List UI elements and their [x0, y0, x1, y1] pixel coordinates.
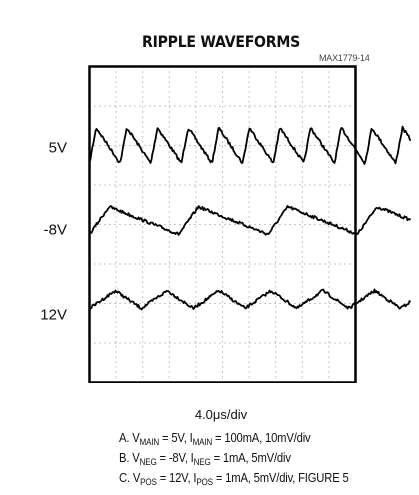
scope-plot [88, 65, 411, 383]
scope-frame [88, 65, 357, 383]
condition-c-vsub: POS [140, 477, 157, 487]
oscilloscope-screen [88, 65, 411, 383]
condition-b-mid: = -8V, I [156, 451, 194, 465]
condition-c-isub: POS [196, 477, 213, 487]
condition-c-prefix: C. V [119, 471, 141, 485]
condition-a-vsub: MAIN [139, 437, 160, 447]
condition-a: A. VMAIN = 5V, IMAIN = 100mA, 10mV/div [119, 431, 311, 447]
condition-c-mid: = 12V, I [156, 471, 197, 485]
condition-b-prefix: B. V [119, 451, 140, 465]
channel-label-b: -8V [43, 221, 67, 239]
waveform-trace-a [88, 125, 411, 165]
waveform-trace-b [88, 205, 411, 236]
condition-a-mid: = 5V, I [159, 431, 193, 445]
condition-c: C. VPOS = 12V, IPOS = 1mA, 5mV/div, FIGU… [119, 471, 349, 487]
condition-a-prefix: A. V [119, 431, 140, 445]
condition-a-rest: = 100mA, 10mV/div [212, 431, 311, 445]
channel-label-c: 12V [40, 306, 67, 324]
condition-b-isub: NEG [193, 457, 211, 467]
condition-b: B. VNEG = -8V, INEG = 1mA, 5mV/div [119, 451, 291, 467]
channel-label-a: 5V [48, 139, 67, 157]
condition-b-vsub: NEG [139, 457, 157, 467]
waveform-trace-c [88, 288, 411, 311]
timebase-label: 4.0μs/div [194, 407, 248, 422]
condition-c-rest: = 1mA, 5mV/div, FIGURE 5 [212, 471, 349, 485]
condition-a-isub: MAIN [192, 437, 213, 447]
chart-title: RIPPLE WAVEFORMS [142, 32, 300, 51]
figure-id: MAX1779-14 [319, 53, 370, 63]
condition-b-rest: = 1mA, 5mV/div [210, 451, 291, 465]
